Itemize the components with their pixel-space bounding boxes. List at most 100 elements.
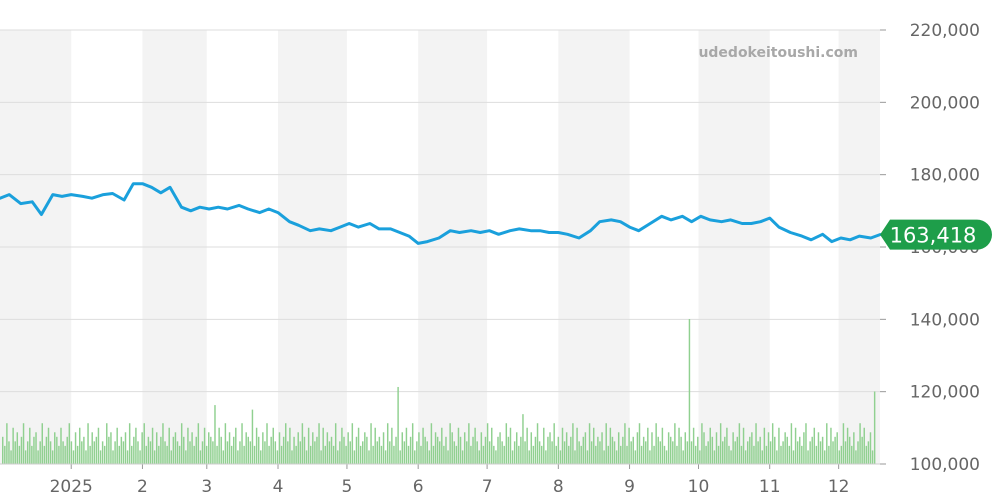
current-price-badge: 163,418	[880, 219, 993, 250]
volume-bar	[337, 450, 339, 464]
x-tick-label: 12	[828, 477, 850, 497]
volume-bar	[183, 436, 185, 464]
volume-bar	[651, 432, 653, 464]
volume-bar	[501, 441, 503, 464]
volume-bar	[620, 445, 622, 464]
volume-bar	[389, 441, 391, 464]
volume-bar	[788, 445, 791, 464]
volume-bar	[276, 450, 279, 464]
volume-bar	[187, 427, 189, 464]
volume-bar	[78, 427, 81, 464]
volume-bar	[120, 436, 123, 464]
volume-bar	[301, 423, 304, 464]
volume-bar	[295, 445, 297, 464]
volume-bar	[314, 441, 316, 464]
volume-bar	[649, 450, 651, 464]
volume-bar	[151, 427, 154, 464]
volume-bar	[322, 427, 324, 464]
volume-bar	[137, 441, 139, 464]
volume-bar	[686, 441, 689, 464]
volume-bar	[538, 441, 541, 464]
volume-bar	[532, 445, 535, 464]
volume-bar	[12, 427, 14, 464]
x-tick-label: 3	[201, 477, 212, 497]
volume-bar	[160, 436, 162, 464]
volume-bar	[445, 436, 447, 464]
volume-bar	[805, 423, 807, 464]
volume-bar	[832, 441, 834, 464]
volume-bar	[869, 432, 872, 464]
volume-bar	[214, 405, 216, 464]
volume-bar	[769, 441, 772, 464]
volume-bar	[780, 445, 782, 464]
volume-bar	[857, 441, 859, 464]
volume-bar	[58, 445, 60, 464]
volume-bar	[807, 450, 809, 464]
volume-bar	[697, 436, 699, 464]
volume-bar	[694, 445, 697, 464]
volume-bar	[732, 432, 734, 464]
volume-bar	[482, 445, 485, 464]
volume-bar	[453, 441, 456, 464]
volume-bar	[765, 445, 768, 464]
volume-bar	[393, 445, 395, 464]
volume-bar	[56, 436, 58, 464]
volume-bar	[22, 423, 25, 464]
volume-bar	[640, 445, 643, 464]
volume-bar	[728, 445, 730, 464]
volume-bar	[334, 423, 337, 464]
volume-bar	[359, 445, 362, 464]
volume-bar	[303, 436, 306, 464]
volume-bar	[865, 445, 868, 464]
volume-bar	[738, 423, 741, 464]
volume-bar	[249, 441, 252, 464]
volume-bar	[149, 441, 152, 464]
volume-bar	[703, 432, 705, 464]
volume-bar	[166, 445, 168, 464]
volume-bar	[463, 432, 466, 464]
volume-bar	[842, 423, 845, 464]
volume-bar	[786, 436, 788, 464]
volume-bar	[672, 441, 674, 464]
volume-bar	[31, 445, 33, 464]
volume-bar	[801, 445, 803, 464]
y-axis: 220,000200,000180,000160,000140,000120,0…	[880, 21, 980, 475]
volume-bar	[794, 427, 797, 464]
volume-bar	[509, 427, 512, 464]
volume-bar	[709, 427, 711, 464]
volume-bar	[349, 441, 351, 464]
volume-bar	[828, 445, 830, 464]
volume-bar	[362, 441, 364, 464]
volume-bar	[384, 450, 387, 464]
volume-bar	[245, 432, 247, 464]
volume-bar	[262, 432, 264, 464]
volume-bar	[815, 445, 818, 464]
volume-bar	[461, 450, 464, 464]
volume-bar	[497, 436, 499, 464]
volume-bar	[106, 423, 108, 464]
volume-bar	[332, 445, 335, 464]
volume-bar	[201, 441, 204, 464]
volume-bar	[272, 427, 274, 464]
volume-bar	[584, 432, 587, 464]
volume-bar	[555, 445, 557, 464]
x-tick-label: 9	[624, 477, 635, 497]
volume-bar	[545, 450, 547, 464]
volume-bar	[784, 432, 786, 464]
volume-bar	[792, 450, 795, 464]
volume-bar	[717, 445, 720, 464]
volume-bar	[293, 436, 295, 464]
volume-bar	[37, 450, 39, 464]
volume-bar	[834, 436, 836, 464]
volume-bar	[669, 436, 672, 464]
volume-bar	[2, 436, 4, 464]
volume-bar	[372, 445, 374, 464]
volume-bar	[122, 441, 125, 464]
volume-bar	[476, 441, 478, 464]
volume-bar	[85, 450, 87, 464]
volume-bar	[488, 441, 491, 464]
volume-bar	[520, 436, 522, 464]
volume-bar	[172, 436, 175, 464]
volume-bar	[164, 441, 166, 464]
volume-bar	[543, 427, 545, 464]
